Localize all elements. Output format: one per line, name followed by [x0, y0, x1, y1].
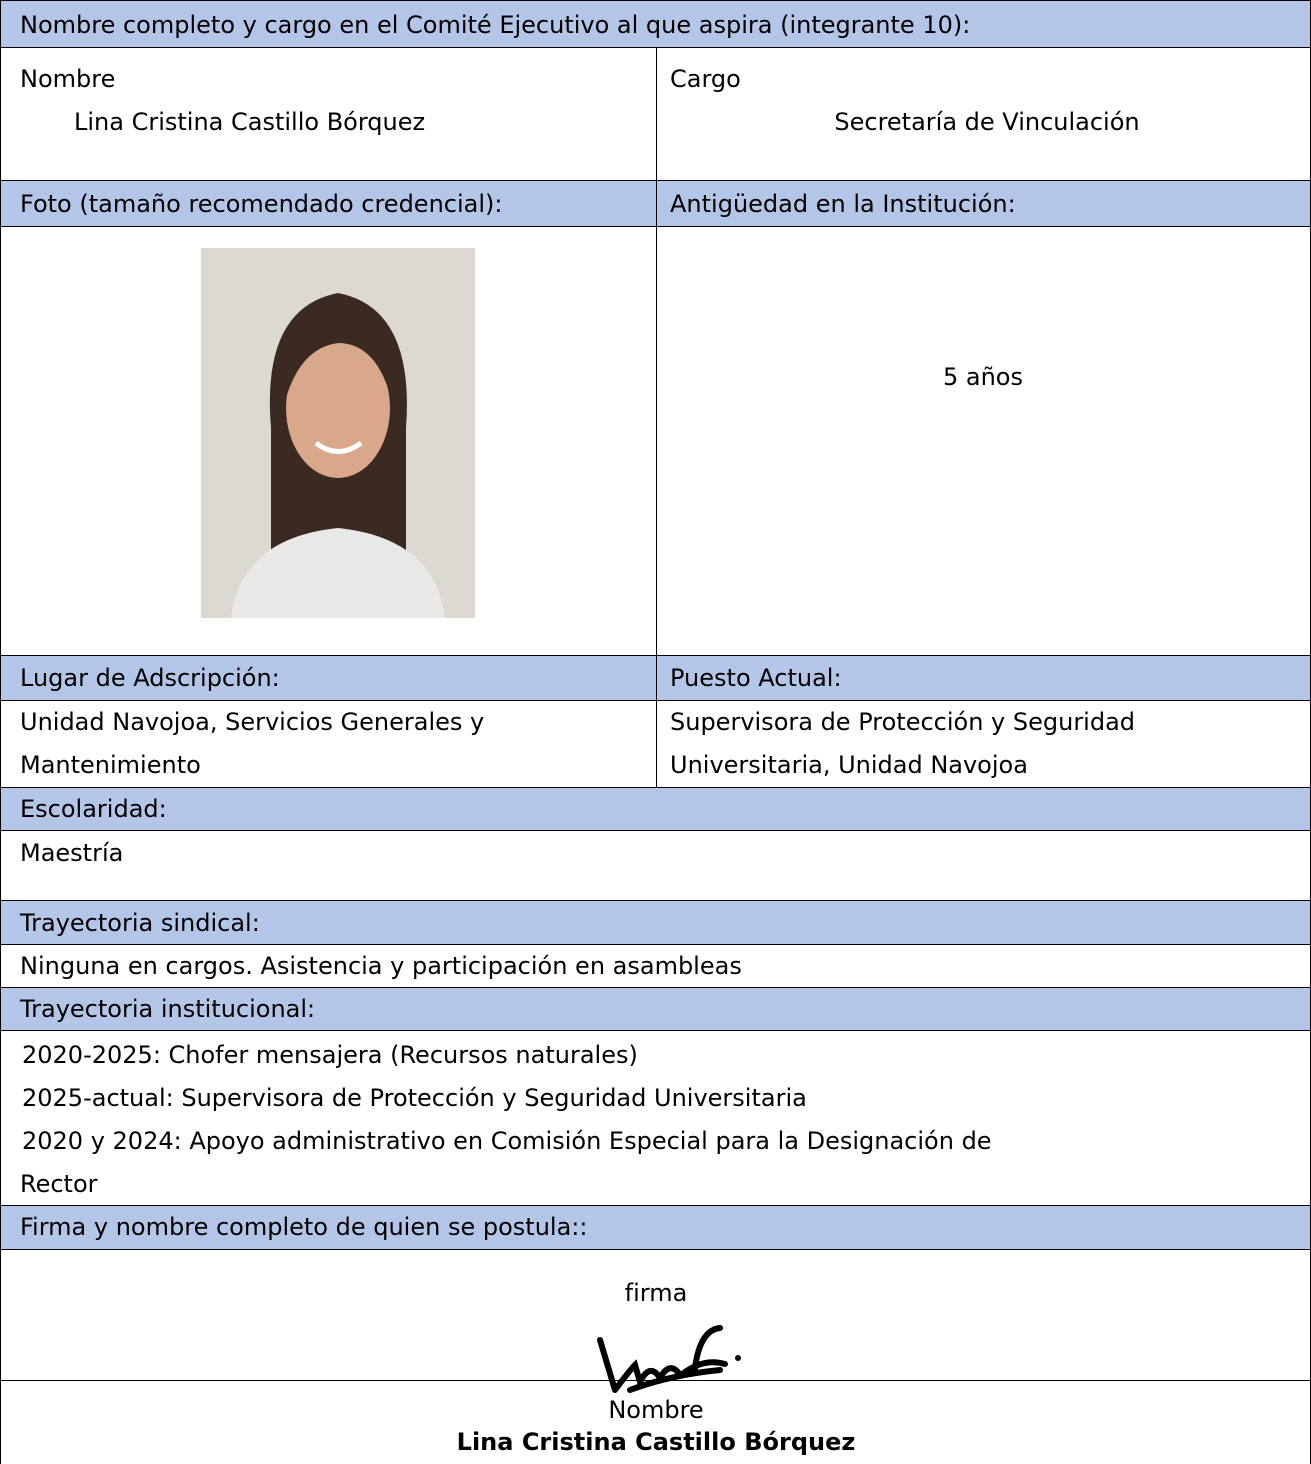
label: Escolaridad: [20, 795, 167, 823]
header-cell [656, 180, 1311, 227]
value: 2020-2025: Chofer mensajera (Recursos na… [22, 1041, 638, 1069]
cell [656, 226, 1311, 656]
value: 2020 y 2024: Apoyo administrativo en Com… [22, 1127, 992, 1155]
value: Mantenimiento [20, 751, 201, 779]
label: Nombre [20, 65, 116, 93]
header-cell [0, 655, 657, 701]
label: Lugar de Adscripción: [20, 664, 280, 692]
header-cell [0, 900, 1311, 945]
value: Supervisora de Protección y Seguridad [670, 708, 1136, 736]
value: 2025-actual: Supervisora de Protección y… [22, 1084, 807, 1112]
label: Antigüedad en la Institución: [670, 190, 1016, 218]
label: Firma y nombre completo de quien se post… [20, 1213, 588, 1241]
label: Cargo [670, 65, 741, 93]
form-title: Nombre completo y cargo en el Comité Eje… [20, 11, 971, 39]
header-cell [0, 180, 657, 227]
caption: Nombre [608, 1396, 704, 1424]
header-cell [0, 0, 1311, 48]
signature [597, 1325, 741, 1393]
value: Ninguna en cargos. Asistencia y particip… [20, 952, 742, 980]
value: Rector [20, 1170, 98, 1198]
full-name: Lina Cristina Castillo Bórquez [456, 1428, 856, 1456]
value: Universitaria, Unidad Navojoa [670, 751, 1028, 779]
label: Trayectoria sindical: [20, 909, 260, 937]
header-cell [656, 655, 1311, 701]
label: Trayectoria institucional: [20, 995, 316, 1023]
label: Puesto Actual: [670, 664, 842, 692]
photo [201, 248, 475, 618]
header-cell [0, 787, 1311, 831]
label: Foto (tamaño recomendado credencial): [20, 190, 503, 218]
value: 5 años [942, 363, 1024, 391]
value: Lina Cristina Castillo Bórquez [74, 108, 426, 136]
value: Unidad Navojoa, Servicios Generales y [20, 708, 485, 736]
caption: firma [624, 1279, 688, 1307]
value: Maestría [20, 839, 124, 867]
cell [0, 830, 1311, 901]
value: Secretaría de Vinculación [834, 108, 1140, 136]
